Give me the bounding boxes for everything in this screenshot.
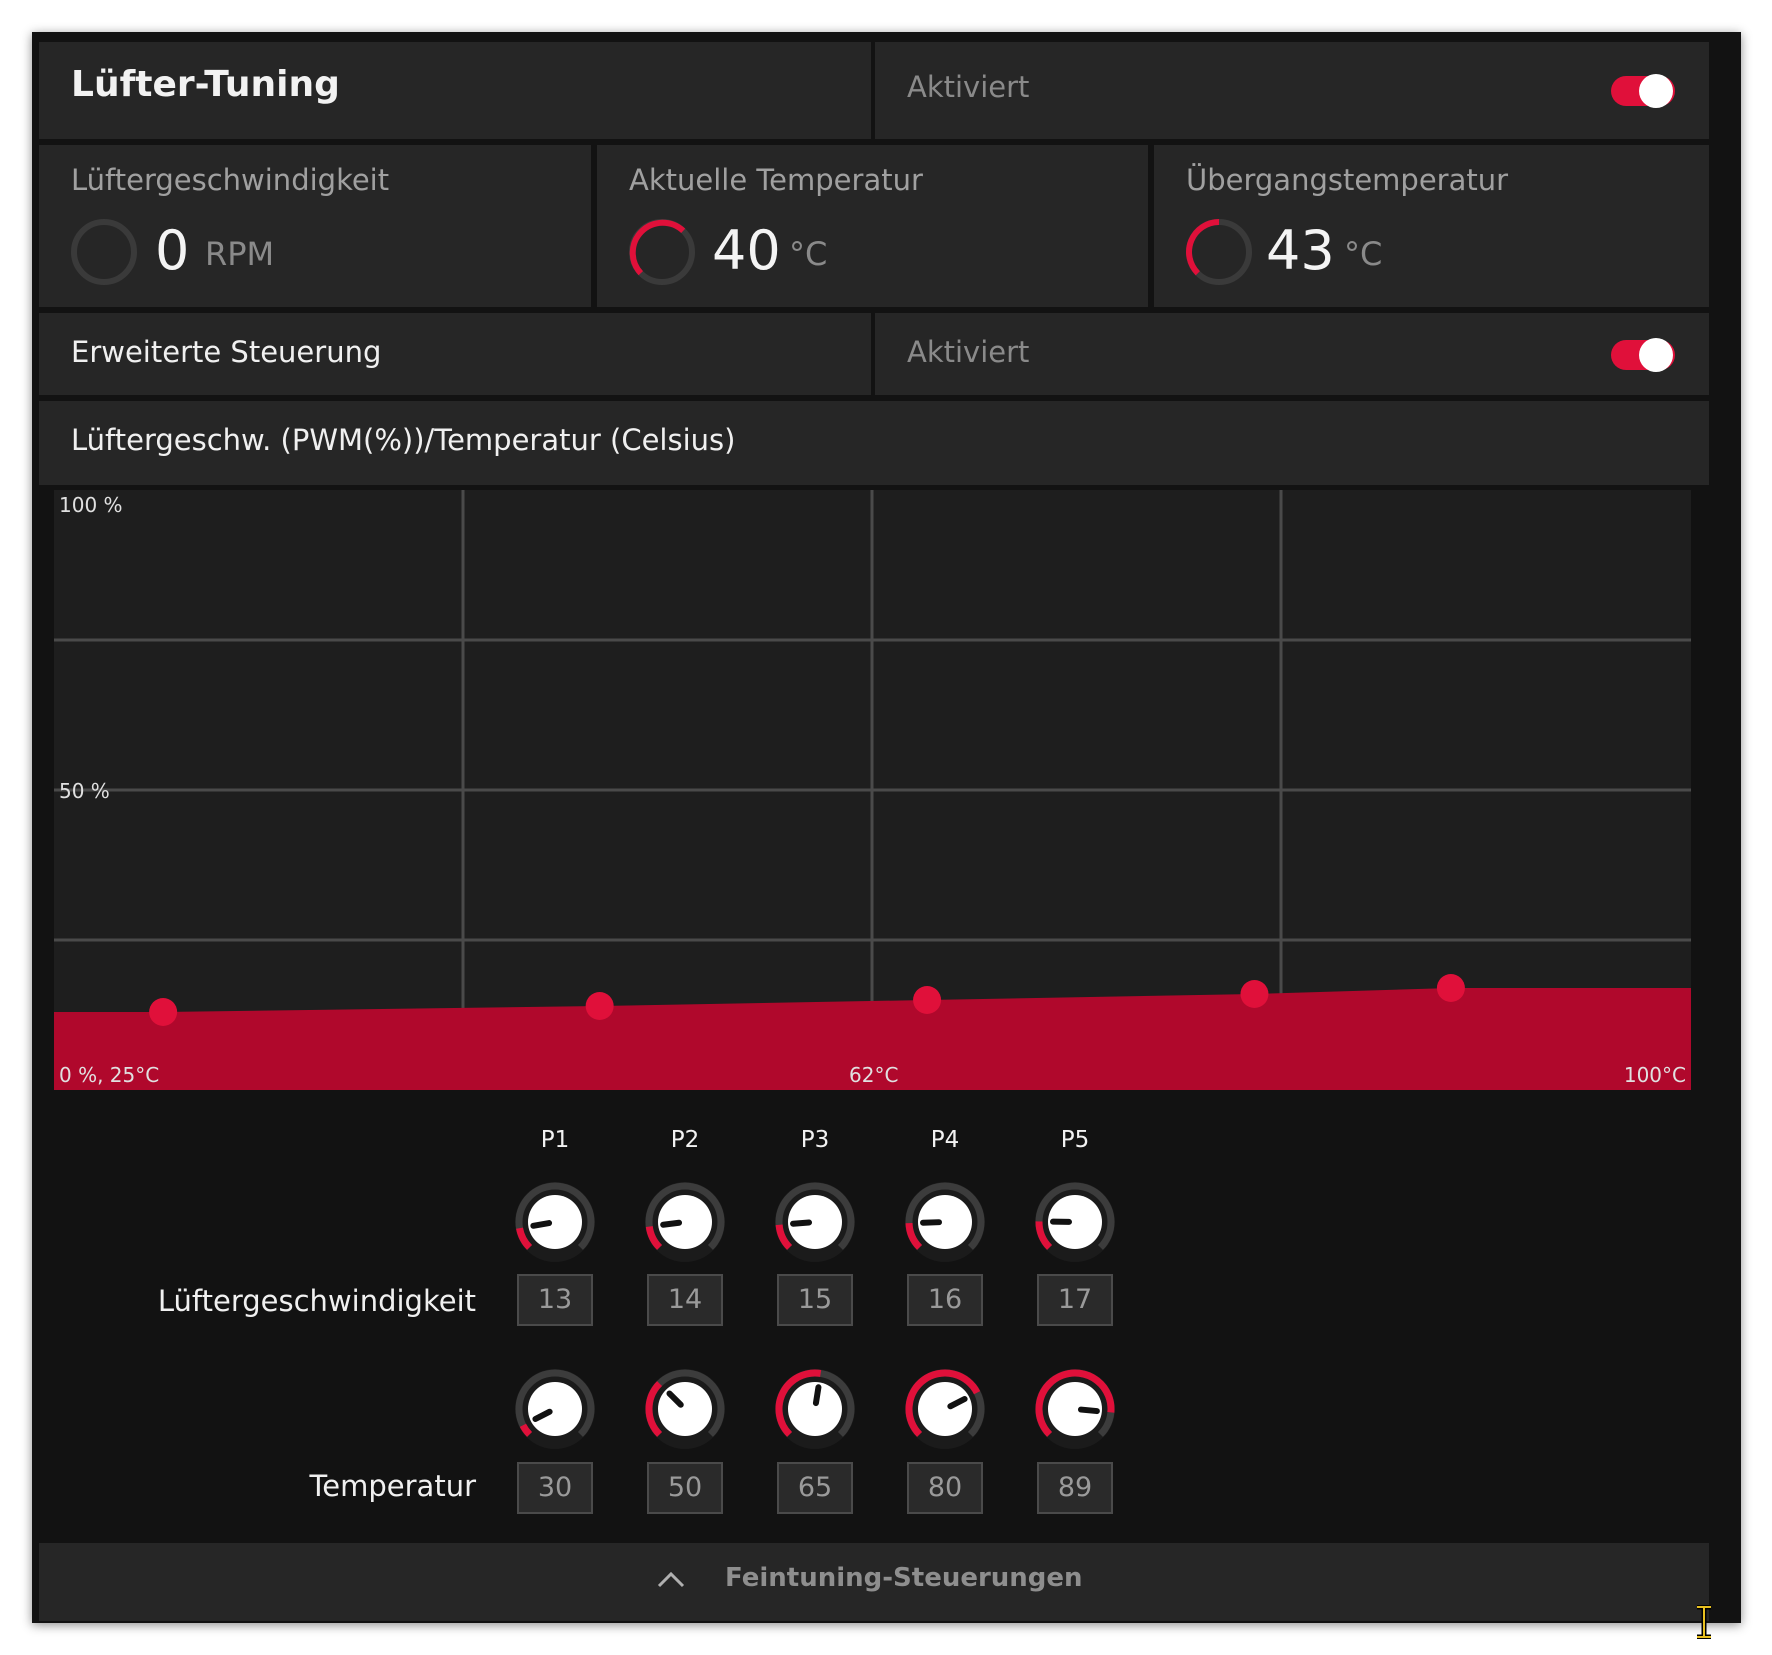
temperature-knob[interactable] [773,1367,857,1451]
temperature-value-input[interactable]: 80 [907,1462,983,1514]
temperature-value-input[interactable]: 50 [647,1462,723,1514]
stat-unit: °C [789,235,828,273]
fine-tuning-label: Feintuning-Steuerungen [725,1563,1083,1593]
fan-speed-knob[interactable] [513,1180,597,1264]
fan-tuning-status: Aktiviert [907,70,1030,104]
fan-tuning-toggle[interactable] [1611,74,1675,108]
chevron-up-icon [657,1571,685,1588]
stat-value: 0 [155,219,190,282]
point-label: P4 [930,1127,960,1153]
fan-speed-value-input[interactable]: 13 [517,1274,593,1326]
stat-value: 40 [712,219,781,282]
fan-tuning-status-panel: Aktiviert [875,42,1709,139]
point-label: P5 [1060,1127,1090,1153]
curve-point-handle-4[interactable] [1240,980,1269,1008]
text-cursor-icon [1697,1605,1711,1639]
y-tick-label: 50 % [59,779,110,803]
curve-title-bar: Lüftergeschw. (PWM(%))/Temperatur (Celsi… [39,401,1709,485]
point-label: P2 [670,1127,700,1153]
fan-speed-knob[interactable] [903,1180,987,1264]
fan-speed-knob[interactable] [773,1180,857,1264]
temperature-knob[interactable] [903,1367,987,1451]
stat-unit: °C [1344,235,1383,273]
x-tick-label: 62°C [849,1063,898,1087]
fan-speed-value-input[interactable]: 17 [1037,1274,1113,1326]
advanced-control-toggle[interactable] [1611,338,1675,372]
temperature-gauge-icon [1186,219,1252,285]
toggle-knob [1639,338,1673,372]
temperature-value-input[interactable]: 89 [1037,1462,1113,1514]
stat-title: Übergangstemperatur [1186,163,1509,197]
fine-tuning-controls-bar[interactable]: Feintuning-Steuerungen [39,1543,1709,1621]
temperature-gauge-icon [629,219,695,285]
fan-speed-knob[interactable] [643,1180,727,1264]
advanced-control-status: Aktiviert [907,335,1030,369]
curve-point-handle-5[interactable] [1436,974,1465,1002]
temperature-knob[interactable] [513,1367,597,1451]
fan-speed-gauge-icon [71,219,137,285]
point-label: P1 [540,1127,570,1153]
stat-title: Aktuelle Temperatur [629,163,923,197]
advanced-control-status-panel: Aktiviert [875,313,1709,395]
fan-speed-stat: Lüftergeschwindigkeit 0 RPM [39,145,591,307]
curve-points [149,974,1465,1026]
junction-temp-stat: Übergangstemperatur 43 °C [1154,145,1709,307]
fan-tuning-header: Lüfter-Tuning [39,42,871,139]
curve-title: Lüftergeschw. (PWM(%))/Temperatur (Celsi… [71,423,736,457]
toggle-knob [1639,74,1673,108]
curve-point-handle-3[interactable] [913,986,942,1014]
stat-unit: RPM [205,235,275,273]
current-temp-stat: Aktuelle Temperatur 40 °C [597,145,1148,307]
fan-curve-area [54,988,1691,1090]
temperature-knob[interactable] [1033,1367,1117,1451]
temperature-value-input[interactable]: 30 [517,1462,593,1514]
advanced-control-label: Erweiterte Steuerung [71,335,382,369]
fan-speed-knob[interactable] [1033,1180,1117,1264]
y-tick-label: 100 % [59,493,123,517]
fan-speed-value-input[interactable]: 14 [647,1274,723,1326]
fan-curve-chart[interactable]: 100 % 50 % 0 %, 25°C 62°C 100°C [54,490,1691,1090]
stat-title: Lüftergeschwindigkeit [71,163,390,197]
point-label: P3 [800,1127,830,1153]
temperature-value-input[interactable]: 65 [777,1462,853,1514]
chart-grid [54,490,1691,1090]
fan-speed-value-input[interactable]: 15 [777,1274,853,1326]
curve-point-handle-1[interactable] [149,998,178,1026]
temperature-row-label: Temperatur [309,1469,477,1503]
x-tick-label: 100°C [1624,1063,1686,1087]
fan-speed-row-label: Lüftergeschwindigkeit [157,1284,476,1318]
curve-point-handle-2[interactable] [585,992,614,1020]
advanced-control-panel: Erweiterte Steuerung [39,313,871,395]
stat-value: 43 [1266,219,1335,282]
page-title: Lüfter-Tuning [71,64,340,105]
fan-speed-value-input[interactable]: 16 [907,1274,983,1326]
x-tick-label: 0 %, 25°C [59,1063,159,1087]
temperature-knob[interactable] [643,1367,727,1451]
